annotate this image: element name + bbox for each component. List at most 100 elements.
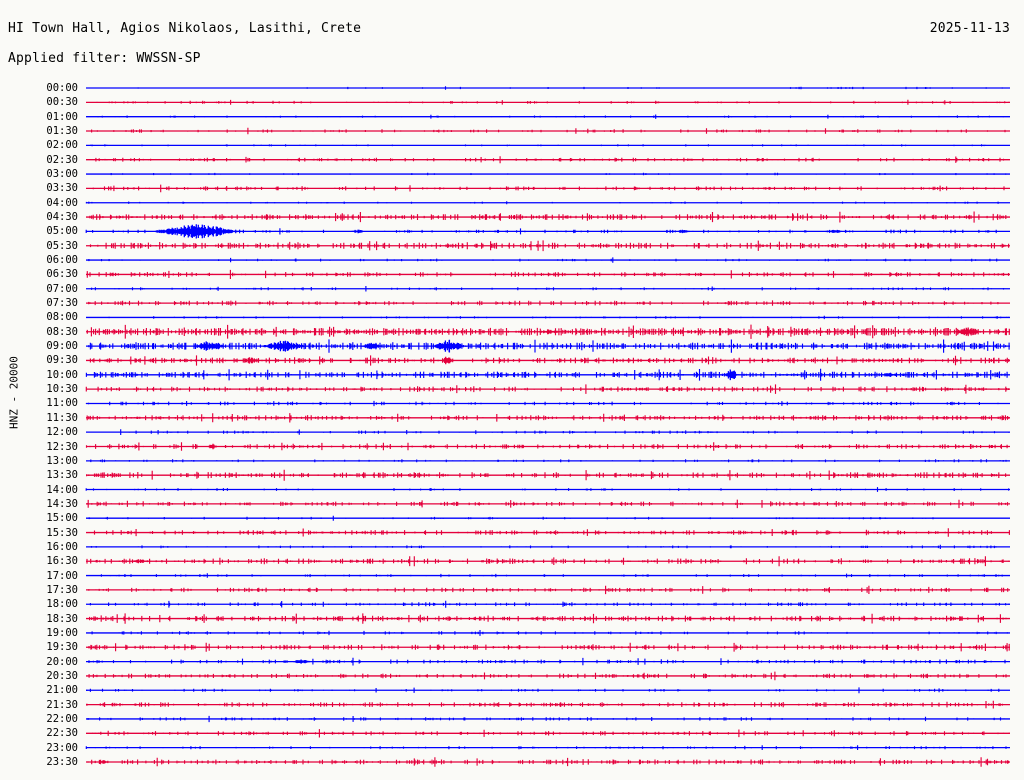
seismic-event	[360, 342, 388, 350]
time-label: 12:30	[46, 440, 78, 453]
time-label: 06:00	[46, 254, 78, 267]
seismic-event	[724, 369, 741, 381]
seismic-event	[432, 339, 472, 353]
trace-noise	[88, 515, 934, 521]
seismic-event	[98, 760, 111, 764]
trace-noise	[85, 745, 1007, 750]
trace-noise	[86, 556, 1010, 567]
time-label: 11:00	[46, 397, 78, 410]
seismic-event	[207, 443, 220, 450]
trace-noise	[85, 201, 999, 205]
trace-noise	[88, 300, 999, 306]
trace-noise	[89, 240, 1010, 252]
time-label: 04:30	[46, 211, 78, 224]
time-label: 09:30	[46, 354, 78, 367]
time-label: 15:00	[46, 512, 78, 525]
time-label: 21:00	[46, 684, 78, 697]
time-label: 20:00	[46, 655, 78, 668]
trace-noise	[96, 99, 1010, 105]
time-label: 05:00	[46, 225, 78, 238]
time-label: 10:00	[46, 368, 78, 381]
seismic-event	[826, 229, 847, 233]
trace-noise	[85, 368, 1008, 381]
trace-noise	[88, 657, 1006, 666]
time-label: 02:00	[46, 139, 78, 152]
trace-noise	[89, 211, 1007, 223]
trace-noise	[95, 156, 1005, 164]
time-label: 16:30	[46, 555, 78, 568]
seismic-event	[674, 230, 695, 233]
seismic-event	[350, 229, 367, 234]
trace-noise	[88, 257, 1002, 263]
time-label: 01:00	[46, 110, 78, 123]
time-label: 01:30	[46, 125, 78, 138]
trace-noise	[97, 114, 1004, 119]
trace-noise	[89, 613, 1007, 624]
time-label: 05:30	[46, 239, 78, 252]
seismic-event	[442, 356, 455, 365]
trace-noise	[90, 544, 997, 549]
time-label: 06:30	[46, 268, 78, 281]
trace-noise	[86, 499, 1009, 509]
trace-noise	[110, 172, 1007, 176]
seismic-event	[240, 357, 265, 364]
applied-filter-label: Applied filter: WWSSN-SP	[8, 51, 201, 66]
trace-noise	[87, 757, 1009, 767]
time-label: 14:30	[46, 497, 78, 510]
time-label: 19:30	[46, 641, 78, 654]
time-label: 19:00	[46, 626, 78, 639]
trace-noise	[92, 184, 1005, 193]
time-label: 23:00	[46, 741, 78, 754]
trace-noise	[86, 469, 1007, 481]
time-label: 12:00	[46, 426, 78, 439]
trace-noise	[108, 315, 1010, 320]
seismic-event	[539, 329, 563, 335]
trace-noise	[92, 729, 1010, 738]
trace-noise	[86, 269, 1010, 279]
trace-noise	[120, 429, 1010, 435]
time-label: 04:00	[46, 196, 78, 209]
time-axis-labels: 00:00 00:30 01:00 01:30 02:00 02:30 03:00 03:30…	[24, 0, 80, 780]
trace-noise	[90, 459, 1007, 463]
time-label: 17:00	[46, 569, 78, 582]
time-label: 03:00	[46, 168, 78, 181]
trace-noise	[93, 528, 1010, 537]
trace-noise	[85, 442, 1008, 451]
seismic-event	[155, 224, 253, 239]
trace-noise	[91, 127, 1006, 135]
seismic-event	[881, 372, 902, 377]
trace-noise	[91, 630, 1010, 636]
time-label: 18:30	[46, 612, 78, 625]
trace-noise	[86, 700, 1003, 709]
time-label: 13:30	[46, 469, 78, 482]
seismic-event	[291, 659, 315, 664]
trace-noise	[87, 715, 1005, 723]
time-label: 16:00	[46, 540, 78, 553]
time-label: 17:30	[46, 583, 78, 596]
trace-noise	[88, 642, 1010, 652]
time-label: 02:30	[46, 153, 78, 166]
trace-noise	[117, 86, 1003, 90]
trace-noise	[88, 585, 1009, 595]
record-date: 2025-11-13	[929, 21, 1010, 36]
trace-noise	[88, 671, 1007, 681]
time-label: 11:30	[46, 411, 78, 424]
time-label: 08:00	[46, 311, 78, 324]
time-label: 00:00	[46, 82, 78, 94]
seismic-event	[262, 340, 313, 352]
time-label: 10:30	[46, 383, 78, 396]
trace-noise	[100, 573, 1003, 578]
trace-noise	[90, 144, 987, 147]
trace-noise	[91, 286, 1005, 292]
trace-noise	[89, 600, 1010, 608]
time-label: 14:00	[46, 483, 78, 496]
time-label: 13:00	[46, 454, 78, 467]
trace-noise	[85, 487, 1010, 492]
time-label: 21:30	[46, 698, 78, 711]
time-label: 08:30	[46, 325, 78, 338]
time-label: 15:30	[46, 526, 78, 539]
time-label: 09:00	[46, 340, 78, 353]
time-label: 22:00	[46, 712, 78, 725]
